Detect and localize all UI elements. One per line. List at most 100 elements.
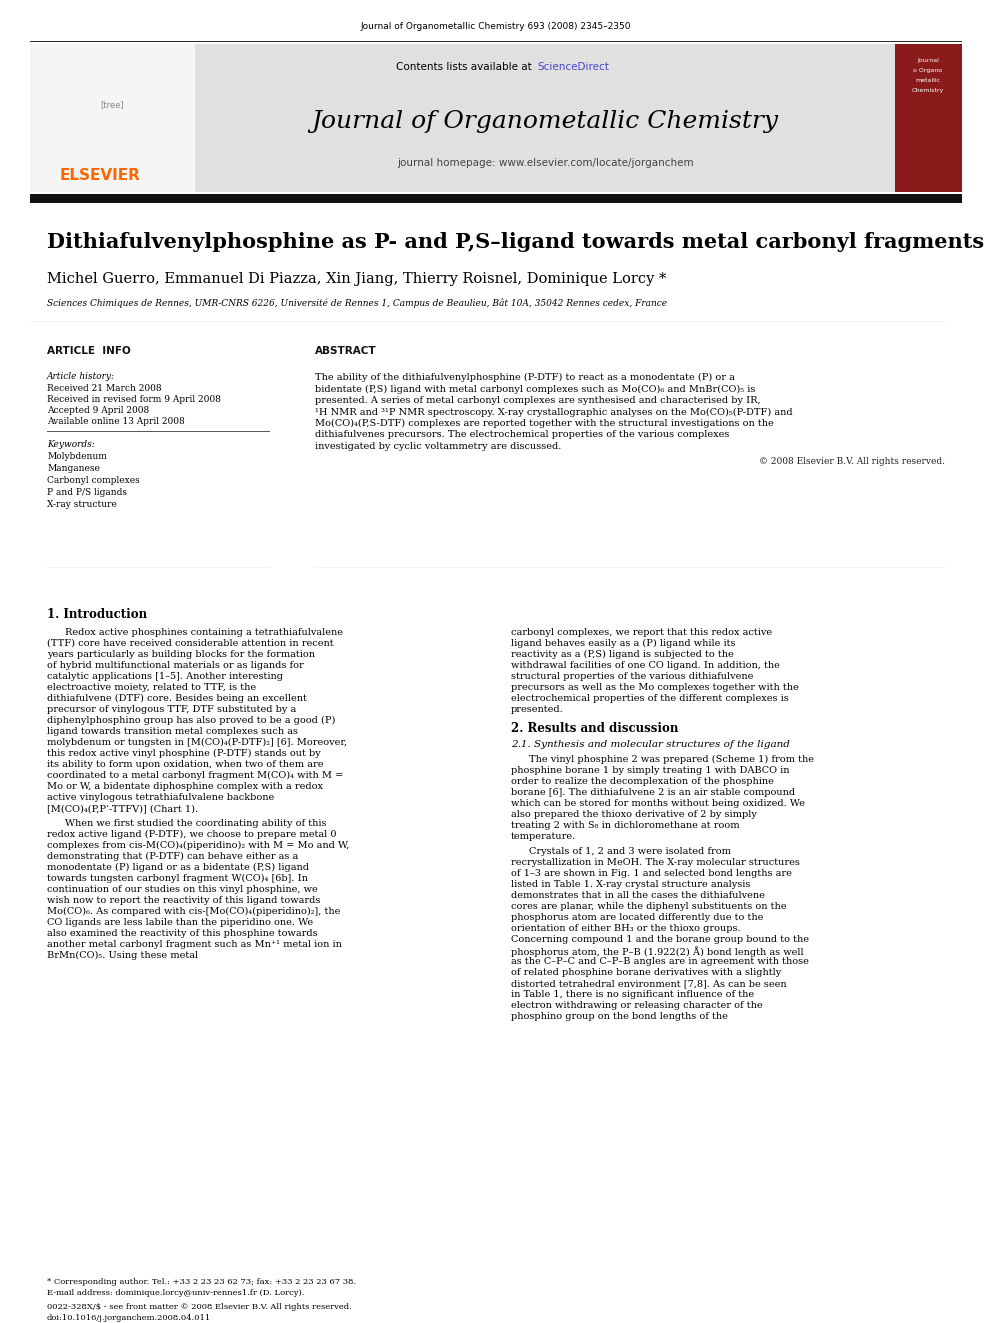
Text: years particularly as building blocks for the formation: years particularly as building blocks fo… — [47, 650, 315, 659]
Text: ABSTRACT: ABSTRACT — [315, 347, 377, 356]
Text: ARTICLE  INFO: ARTICLE INFO — [47, 347, 131, 356]
Text: Manganese: Manganese — [47, 464, 100, 474]
Text: journal homepage: www.elsevier.com/locate/jorganchem: journal homepage: www.elsevier.com/locat… — [397, 157, 693, 168]
Text: * Corresponding author. Tel.: +33 2 23 23 62 73; fax: +33 2 23 23 67 38.: * Corresponding author. Tel.: +33 2 23 2… — [47, 1278, 356, 1286]
Text: [M(CO)₄(P,P’-TTFV)] (Chart 1).: [M(CO)₄(P,P’-TTFV)] (Chart 1). — [47, 804, 198, 814]
Text: 2.1. Synthesis and molecular structures of the ligand: 2.1. Synthesis and molecular structures … — [511, 740, 790, 749]
Text: Received 21 March 2008: Received 21 March 2008 — [47, 384, 162, 393]
Text: phosphorus atom, the P–B (1.922(2) Å) bond length as well: phosphorus atom, the P–B (1.922(2) Å) bo… — [511, 946, 804, 957]
Text: E-mail address: dominique.lorcy@univ-rennes1.fr (D. Lorcy).: E-mail address: dominique.lorcy@univ-ren… — [47, 1289, 305, 1297]
Text: Mo(CO)₆. As compared with cis-[Mo(CO)₄(piperidino)₂], the: Mo(CO)₆. As compared with cis-[Mo(CO)₄(p… — [47, 908, 340, 916]
Text: Michel Guerro, Emmanuel Di Piazza, Xin Jiang, Thierry Roisnel, Dominique Lorcy *: Michel Guerro, Emmanuel Di Piazza, Xin J… — [47, 273, 667, 286]
Text: carbonyl complexes, we report that this redox active: carbonyl complexes, we report that this … — [511, 628, 772, 636]
Text: Dithiafulvenylphosphine as P- and P,S–ligand towards metal carbonyl fragments: Dithiafulvenylphosphine as P- and P,S–li… — [47, 232, 984, 251]
Text: of related phosphine borane derivatives with a slightly: of related phosphine borane derivatives … — [511, 968, 782, 976]
Text: towards tungsten carbonyl fragment W(CO)₄ [6b]. In: towards tungsten carbonyl fragment W(CO)… — [47, 875, 308, 884]
Text: electron withdrawing or releasing character of the: electron withdrawing or releasing charac… — [511, 1002, 763, 1009]
Text: active vinylogous tetrathiafulvalene backbone: active vinylogous tetrathiafulvalene bac… — [47, 792, 274, 802]
Text: Journal of Organometallic Chemistry: Journal of Organometallic Chemistry — [311, 110, 779, 134]
Text: distorted tetrahedral environment [7,8]. As can be seen: distorted tetrahedral environment [7,8].… — [511, 979, 787, 988]
Text: Sciences Chimiques de Rennes, UMR-CNRS 6226, Université de Rennes 1, Campus de B: Sciences Chimiques de Rennes, UMR-CNRS 6… — [47, 299, 668, 308]
Text: Available online 13 April 2008: Available online 13 April 2008 — [47, 417, 185, 426]
Text: treating 2 with S₈ in dichloromethane at room: treating 2 with S₈ in dichloromethane at… — [511, 822, 740, 830]
Text: Journal of Organometallic Chemistry 693 (2008) 2345–2350: Journal of Organometallic Chemistry 693 … — [361, 22, 631, 30]
Text: coordinated to a metal carbonyl fragment M(CO)₄ with M =: coordinated to a metal carbonyl fragment… — [47, 771, 343, 781]
Text: electrochemical properties of the different complexes is: electrochemical properties of the differ… — [511, 695, 789, 703]
Text: wish now to report the reactivity of this ligand towards: wish now to report the reactivity of thi… — [47, 896, 320, 905]
Text: dithiafulvene (DTF) core. Besides being an excellent: dithiafulvene (DTF) core. Besides being … — [47, 695, 307, 703]
Text: withdrawal facilities of one CO ligand. In addition, the: withdrawal facilities of one CO ligand. … — [511, 662, 780, 669]
Text: The vinyl phosphine 2 was prepared (Scheme 1) from the: The vinyl phosphine 2 was prepared (Sche… — [529, 755, 814, 765]
Text: reactivity as a (P,S) ligand is subjected to the: reactivity as a (P,S) ligand is subjecte… — [511, 650, 734, 659]
Text: metallic: metallic — [916, 78, 940, 83]
Text: Article history:: Article history: — [47, 372, 115, 381]
Text: presented. A series of metal carbonyl complexes are synthesised and characterise: presented. A series of metal carbonyl co… — [315, 396, 761, 405]
Text: which can be stored for months without being oxidized. We: which can be stored for months without b… — [511, 799, 805, 808]
Text: also prepared the thioxo derivative of 2 by simply: also prepared the thioxo derivative of 2… — [511, 810, 757, 819]
Text: orientation of either BH₃ or the thioxo groups.: orientation of either BH₃ or the thioxo … — [511, 923, 741, 933]
Text: another metal carbonyl fragment such as Mn⁺¹ metal ion in: another metal carbonyl fragment such as … — [47, 941, 342, 949]
Text: Mo or W, a bidentate diphosphine complex with a redox: Mo or W, a bidentate diphosphine complex… — [47, 782, 323, 791]
Text: CO ligands are less labile than the piperidino one. We: CO ligands are less labile than the pipe… — [47, 918, 313, 927]
Text: Concerning compound 1 and the borane group bound to the: Concerning compound 1 and the borane gro… — [511, 935, 809, 945]
Text: (TTF) core have received considerable attention in recent: (TTF) core have received considerable at… — [47, 639, 333, 648]
Text: of hybrid multifunctional materials or as ligands for: of hybrid multifunctional materials or a… — [47, 662, 304, 669]
Text: doi:10.1016/j.jorganchem.2008.04.011: doi:10.1016/j.jorganchem.2008.04.011 — [47, 1314, 211, 1322]
Text: structural properties of the various dithiafulvene: structural properties of the various dit… — [511, 672, 753, 681]
Text: The ability of the dithiafulvenylphosphine (P-DTF) to react as a monodentate (P): The ability of the dithiafulvenylphosphi… — [315, 373, 735, 382]
Text: molybdenum or tungsten in [M(CO)₄(P-DTF)₂] [6]. Moreover,: molybdenum or tungsten in [M(CO)₄(P-DTF)… — [47, 738, 347, 747]
Text: 0022-328X/$ - see front matter © 2008 Elsevier B.V. All rights reserved.: 0022-328X/$ - see front matter © 2008 El… — [47, 1303, 352, 1311]
Text: Keywords:: Keywords: — [47, 441, 95, 448]
Text: Contents lists available at: Contents lists available at — [396, 62, 535, 71]
Text: Chemistry: Chemistry — [912, 89, 944, 93]
Text: electroactive moiety, related to TTF, is the: electroactive moiety, related to TTF, is… — [47, 683, 256, 692]
Text: P and P/S ligands: P and P/S ligands — [47, 488, 127, 497]
Text: demonstrates that in all the cases the dithiafulvene: demonstrates that in all the cases the d… — [511, 890, 765, 900]
Text: o Organo: o Organo — [914, 67, 942, 73]
Text: complexes from cis-M(CO)₄(piperidino)₂ with M = Mo and W,: complexes from cis-M(CO)₄(piperidino)₂ w… — [47, 841, 349, 851]
Text: order to realize the decomplexation of the phosphine: order to realize the decomplexation of t… — [511, 777, 774, 786]
Text: Accepted 9 April 2008: Accepted 9 April 2008 — [47, 406, 149, 415]
Text: ¹H NMR and ³¹P NMR spectroscopy. X-ray crystallographic analyses on the Mo(CO)₅(: ¹H NMR and ³¹P NMR spectroscopy. X-ray c… — [315, 407, 793, 417]
Text: demonstrating that (P-DTF) can behave either as a: demonstrating that (P-DTF) can behave ei… — [47, 852, 299, 861]
Text: Mo(CO)₄(P,S-DTF) complexes are reported together with the structural investigati: Mo(CO)₄(P,S-DTF) complexes are reported … — [315, 419, 774, 429]
Text: ligand towards transition metal complexes such as: ligand towards transition metal complexe… — [47, 728, 298, 736]
Text: phosphine borane 1 by simply treating 1 with DABCO in: phosphine borane 1 by simply treating 1 … — [511, 766, 790, 775]
Text: its ability to form upon oxidation, when two of them are: its ability to form upon oxidation, when… — [47, 759, 323, 769]
Text: 1. Introduction: 1. Introduction — [47, 609, 147, 620]
Text: presented.: presented. — [511, 705, 563, 714]
Text: listed in Table 1. X-ray crystal structure analysis: listed in Table 1. X-ray crystal structu… — [511, 880, 750, 889]
Text: ScienceDirect: ScienceDirect — [537, 62, 609, 71]
Text: borane [6]. The dithiafulvene 2 is an air stable compound: borane [6]. The dithiafulvene 2 is an ai… — [511, 789, 796, 796]
Text: precursors as well as the Mo complexes together with the: precursors as well as the Mo complexes t… — [511, 683, 799, 692]
Text: recrystallization in MeOH. The X-ray molecular structures: recrystallization in MeOH. The X-ray mol… — [511, 859, 800, 867]
Text: temperature.: temperature. — [511, 832, 576, 841]
Text: as the C–P–C and C–P–B angles are in agreement with those: as the C–P–C and C–P–B angles are in agr… — [511, 957, 808, 966]
Text: dithiafulvenes precursors. The electrochemical properties of the various complex: dithiafulvenes precursors. The electroch… — [315, 430, 729, 439]
Text: X-ray structure: X-ray structure — [47, 500, 117, 509]
Text: [tree]: [tree] — [100, 101, 124, 108]
Text: this redox active vinyl phosphine (P-DTF) stands out by: this redox active vinyl phosphine (P-DTF… — [47, 749, 320, 758]
Text: diphenylphosphino group has also proved to be a good (P): diphenylphosphino group has also proved … — [47, 716, 335, 725]
Text: continuation of our studies on this vinyl phosphine, we: continuation of our studies on this viny… — [47, 885, 317, 894]
Text: catalytic applications [1–5]. Another interesting: catalytic applications [1–5]. Another in… — [47, 672, 283, 681]
Text: ELSEVIER: ELSEVIER — [60, 168, 141, 183]
Text: phosphino group on the bond lengths of the: phosphino group on the bond lengths of t… — [511, 1012, 728, 1021]
Text: monodentate (P) ligand or as a bidentate (P,S) ligand: monodentate (P) ligand or as a bidentate… — [47, 863, 309, 872]
Text: precursor of vinylogous TTF, DTF substituted by a: precursor of vinylogous TTF, DTF substit… — [47, 705, 297, 714]
Text: of 1–3 are shown in Fig. 1 and selected bond lengths are: of 1–3 are shown in Fig. 1 and selected … — [511, 869, 792, 878]
Text: When we first studied the coordinating ability of this: When we first studied the coordinating a… — [65, 819, 326, 828]
Text: phosphorus atom are located differently due to the: phosphorus atom are located differently … — [511, 913, 764, 922]
Text: Redox active phosphines containing a tetrathiafulvalene: Redox active phosphines containing a tet… — [65, 628, 343, 636]
Text: Molybdenum: Molybdenum — [47, 452, 107, 460]
Text: ligand behaves easily as a (P) ligand while its: ligand behaves easily as a (P) ligand wh… — [511, 639, 735, 648]
Text: redox active ligand (P-DTF), we choose to prepare metal 0: redox active ligand (P-DTF), we choose t… — [47, 830, 336, 839]
Text: Crystals of 1, 2 and 3 were isolated from: Crystals of 1, 2 and 3 were isolated fro… — [529, 847, 731, 856]
Text: bidentate (P,S) ligand with metal carbonyl complexes such as Mo(CO)₆ and MnBr(CO: bidentate (P,S) ligand with metal carbon… — [315, 385, 755, 394]
Text: investigated by cyclic voltammetry are discussed.: investigated by cyclic voltammetry are d… — [315, 442, 561, 451]
Text: Received in revised form 9 April 2008: Received in revised form 9 April 2008 — [47, 396, 221, 404]
Text: BrMn(CO)₅. Using these metal: BrMn(CO)₅. Using these metal — [47, 951, 198, 960]
Text: 2. Results and discussion: 2. Results and discussion — [511, 722, 679, 736]
Text: also examined the reactivity of this phosphine towards: also examined the reactivity of this pho… — [47, 929, 317, 938]
Text: Carbonyl complexes: Carbonyl complexes — [47, 476, 140, 486]
